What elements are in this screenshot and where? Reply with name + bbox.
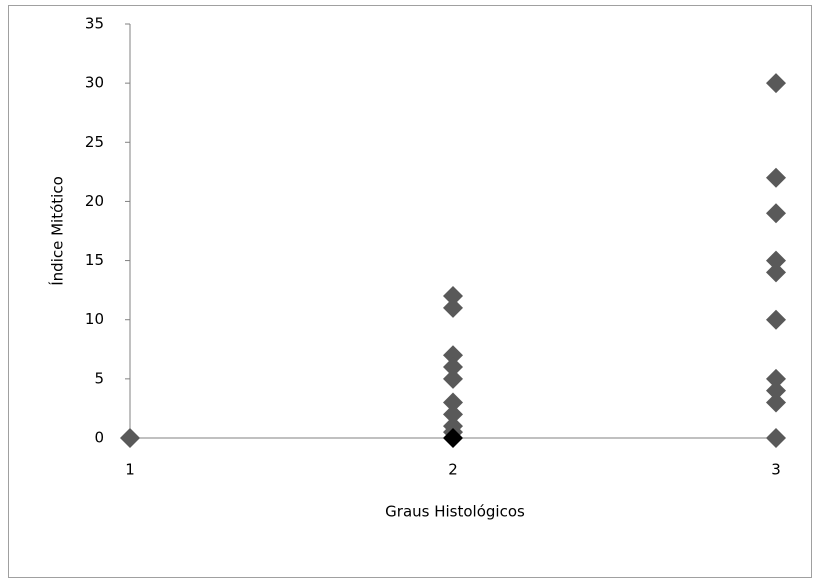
x-tick-label: 2 — [448, 461, 458, 479]
point — [766, 203, 786, 224]
y-tick-label: 5 — [94, 369, 104, 387]
y-tick-label: 35 — [85, 15, 104, 33]
x-tick-label: 1 — [125, 461, 135, 479]
y-tick-label: 30 — [85, 74, 104, 92]
point — [766, 368, 786, 389]
y-axis-label: Índice Mitótico — [48, 176, 67, 286]
y-tick-label: 15 — [85, 251, 104, 269]
x-axis-label: Graus Histológicos — [385, 503, 525, 521]
point — [766, 167, 786, 188]
y-tick-label: 20 — [85, 192, 104, 210]
point — [443, 357, 463, 378]
point — [443, 345, 463, 366]
point — [443, 404, 463, 425]
point — [766, 428, 786, 448]
point — [766, 73, 786, 94]
point — [443, 368, 463, 389]
point — [766, 250, 786, 271]
x-tick-label: 3 — [771, 461, 781, 479]
y-tick-label: 25 — [85, 133, 104, 151]
point — [766, 380, 786, 401]
point — [443, 428, 463, 448]
y-tick-label: 0 — [94, 429, 104, 447]
point — [443, 297, 463, 318]
point — [766, 262, 786, 283]
point — [766, 309, 786, 330]
point — [766, 392, 786, 413]
point — [443, 286, 463, 307]
chart-frame — [8, 5, 812, 578]
point — [120, 428, 140, 448]
point — [443, 392, 463, 413]
y-tick-label: 10 — [85, 310, 104, 328]
